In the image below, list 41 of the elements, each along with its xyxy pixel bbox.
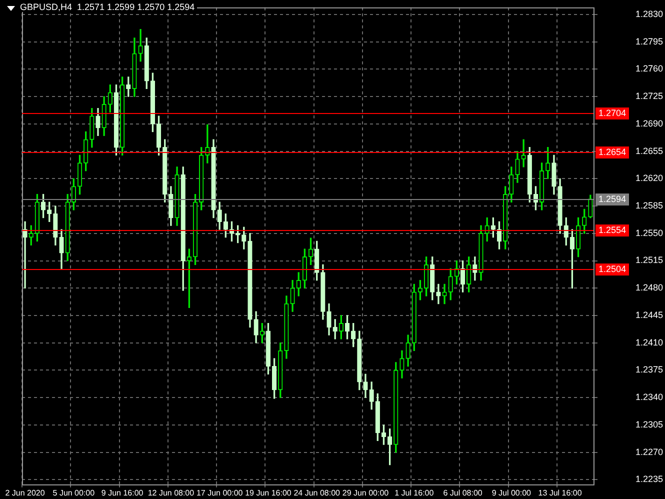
x-tick-label: 9 Jul 00:00 <box>492 488 532 498</box>
x-tick-label: 1 Jul 16:00 <box>394 488 434 498</box>
x-tick-label: 5 Jun 00:00 <box>52 488 96 498</box>
y-tick-label: 1.2655 <box>635 146 663 156</box>
candlestick <box>442 284 447 304</box>
y-tick-label: 1.2795 <box>635 36 663 46</box>
x-tick-label: 24 Jun 08:00 <box>294 488 341 498</box>
x-tick-label: 9 Jun 16:00 <box>101 488 144 498</box>
candlestick <box>521 139 526 168</box>
candlestick <box>436 284 441 304</box>
y-tick-label: 1.2305 <box>635 419 663 430</box>
y-tick-label: 1.2690 <box>635 118 663 128</box>
y-tick-label: 1.2270 <box>635 446 663 457</box>
x-tick-label: 19 Jun 16:00 <box>245 488 292 498</box>
x-tick-label: 6 Jul 08:00 <box>443 488 483 498</box>
x-tick-label: 13 Jul 16:00 <box>538 488 582 498</box>
y-tick-label: 1.2235 <box>635 474 663 484</box>
y-tick-label: 1.2410 <box>635 337 663 348</box>
ref-line-label: 1.2704 <box>598 108 626 118</box>
y-tick-label: 1.2760 <box>635 64 663 74</box>
x-tick-label: 12 Jun 08:00 <box>148 488 195 498</box>
chart-title: GBPUSD,H4 1.2571 1.2599 1.2570 1.2594 <box>18 2 197 12</box>
x-tick-label: 17 Jun 00:00 <box>196 488 244 498</box>
ref-line-label: 1.2554 <box>598 224 626 235</box>
ref-line-label: 1.2654 <box>598 146 626 157</box>
y-tick-label: 1.2375 <box>635 364 663 375</box>
candlestick <box>205 124 210 164</box>
y-tick-label: 1.2515 <box>635 255 663 266</box>
candlestick <box>22 221 28 288</box>
x-tick-label: 2 Jun 2020 <box>5 488 46 498</box>
ref-line-label: 1.2504 <box>598 264 626 274</box>
x-tick-label: 29 Jun 00:00 <box>342 488 390 498</box>
y-tick-label: 1.2725 <box>635 91 663 102</box>
ref-line-label: 1.2594 <box>598 194 626 204</box>
y-tick-label: 1.2830 <box>635 8 663 19</box>
y-tick-label: 1.2445 <box>635 310 663 320</box>
y-tick-label: 1.2340 <box>635 392 663 402</box>
y-tick-label: 1.2620 <box>635 173 663 184</box>
y-tick-label: 1.2550 <box>635 228 663 238</box>
y-tick-label: 1.2585 <box>635 200 663 211</box>
y-tick-label: 1.2480 <box>635 282 663 293</box>
